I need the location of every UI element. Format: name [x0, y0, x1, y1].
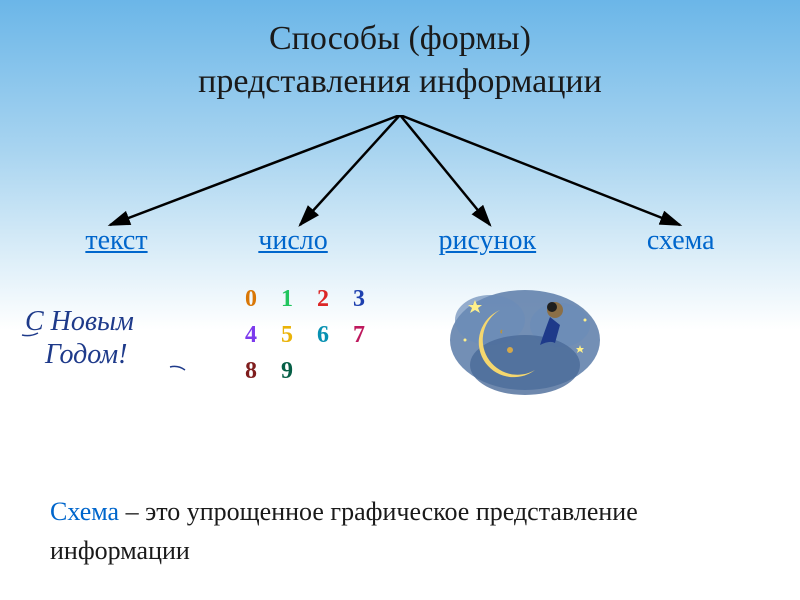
- script-line-1: С Новым: [25, 306, 134, 337]
- digit: 6: [307, 319, 339, 351]
- category-number[interactable]: число: [258, 225, 327, 257]
- branching-arrows: [0, 115, 800, 235]
- definition-text: Схема – это упрощенное графическое предс…: [50, 492, 750, 570]
- digit: 0: [235, 283, 267, 315]
- digit: 7: [343, 319, 375, 351]
- digit: 2: [307, 283, 339, 315]
- digit: 5: [271, 319, 303, 351]
- slide-title: Способы (формы) представления информации: [0, 0, 800, 103]
- definition-dash: –: [119, 497, 145, 526]
- digit: 8: [235, 355, 267, 387]
- script-line-2: Годом!: [44, 339, 127, 370]
- title-line-1: Способы (формы): [0, 18, 800, 61]
- numbers-grid-illustration: 0123 4567 89: [235, 283, 375, 387]
- title-line-2: представления информации: [0, 61, 800, 104]
- script-text-illustration: С Новым Годом!: [20, 295, 190, 385]
- digit: 4: [235, 319, 267, 351]
- moon-illustration: [440, 275, 610, 405]
- digit: 9: [271, 355, 303, 387]
- category-picture[interactable]: рисунок: [439, 225, 537, 257]
- digit: 1: [271, 283, 303, 315]
- definition-term: Схема: [50, 497, 119, 526]
- category-row: текст число рисунок схема: [0, 225, 800, 257]
- illustrations-row: С Новым Годом! 0123 4567 89: [0, 275, 800, 425]
- category-schema: схема: [647, 225, 715, 257]
- digit: 3: [343, 283, 375, 315]
- category-text[interactable]: текст: [85, 225, 147, 257]
